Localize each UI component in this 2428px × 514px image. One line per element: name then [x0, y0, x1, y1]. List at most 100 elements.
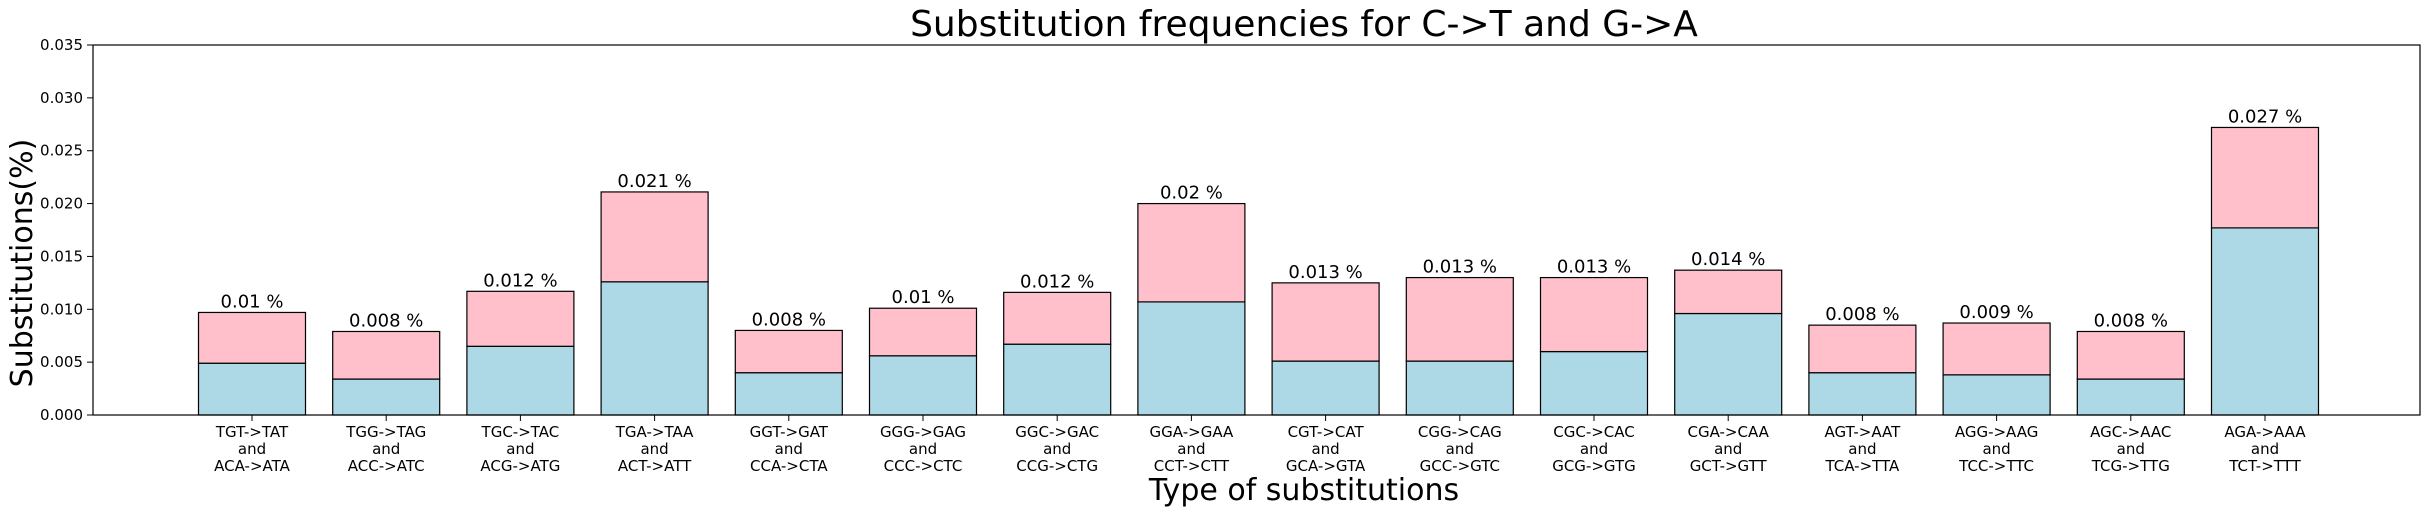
x-tick-label: and [1311, 440, 1339, 458]
bar-segment-series-2 [2210, 126, 2320, 229]
y-axis-ticks: 0.000 0.005 0.010 0.015 0.020 0.025 0.030 0.035 [40, 36, 93, 424]
x-tick-label: TGG->TAG [345, 423, 426, 441]
bar-segment-series-1 [1405, 360, 1514, 416]
x-axis-ticks: TGT->TATandACA->ATATGG->TAGandACC->ATCTG… [214, 415, 2306, 475]
y-tick-label: 0.005 [40, 353, 83, 371]
bar-segment-series-2 [1137, 202, 1246, 303]
x-tick-label: TCC->TTC [1958, 457, 2034, 475]
x-tick-label: ACG->ATG [480, 457, 560, 475]
bar-data-label: 0.021 % [617, 171, 691, 192]
bar-segment-series-1 [2076, 378, 2185, 416]
x-tick-label: CGC->CAC [1553, 423, 1635, 441]
x-tick-label: CGT->CAT [1288, 423, 1365, 441]
x-tick-label: ACT->ATT [618, 457, 692, 475]
x-tick-label: and [506, 440, 534, 458]
bar-segment-series-2 [1539, 276, 1649, 353]
y-axis-label: Substitutions(%) [5, 139, 40, 388]
y-tick-label: 0.030 [40, 89, 83, 107]
x-tick-label: and [1982, 440, 2010, 458]
x-tick-label: and [1848, 440, 1876, 458]
bar-segment-series-2 [1405, 276, 1514, 362]
bar-segment-series-2 [868, 307, 978, 357]
x-tick-label: AGC->AAC [2090, 423, 2171, 441]
bar-data-label: 0.012 % [1020, 271, 1094, 292]
bar-segment-series-1 [868, 355, 978, 416]
x-tick-label: and [909, 440, 937, 458]
x-tick-label: and [372, 440, 400, 458]
y-tick-label: 0.000 [40, 406, 83, 424]
bar-data-label: 0.013 % [1288, 262, 1362, 283]
bar-data-label: 0.013 % [1423, 257, 1497, 278]
bar-data-label: 0.02 % [1160, 183, 1223, 204]
bar-segment-series-2 [466, 290, 575, 347]
x-tick-label: and [2251, 440, 2279, 458]
bar-data-label: 0.01 % [892, 287, 955, 308]
bar-segment-series-1 [1271, 360, 1380, 416]
bar-segment-series-1 [197, 362, 307, 416]
y-tick-label: 0.035 [40, 36, 83, 54]
x-tick-label: GCT->GTT [1690, 457, 1768, 475]
x-tick-label: CCA->CTA [750, 457, 828, 475]
bar-segment-series-2 [1808, 324, 1917, 374]
x-axis-label: Type of substitutions [1148, 473, 1459, 508]
x-tick-label: and [640, 440, 668, 458]
bars-group [197, 126, 2320, 416]
x-tick-label: and [1580, 440, 1608, 458]
bar-segment-series-1 [466, 345, 575, 416]
x-tick-label: TGT->TAT [215, 423, 289, 441]
x-tick-label: and [1043, 440, 1071, 458]
x-tick-label: CCG->CTG [1016, 457, 1098, 475]
chart-title: Substitution frequencies for C->T and G-… [910, 4, 1698, 45]
bar-segment-series-1 [1137, 301, 1246, 416]
bar-data-label: 0.009 % [1959, 302, 2033, 323]
x-tick-label: CGG->CAG [1418, 423, 1502, 441]
x-tick-label: GCA->GTA [1286, 457, 1366, 475]
bar-segment-series-1 [734, 372, 843, 416]
x-tick-label: TCA->TTA [1824, 457, 1900, 475]
bar-segment-series-1 [332, 378, 441, 416]
x-tick-label: GCG->GTG [1552, 457, 1636, 475]
x-tick-label: GGA->GAA [1150, 423, 1234, 441]
x-tick-label: GGT->GAT [750, 423, 829, 441]
x-tick-label: AGA->AAA [2224, 423, 2306, 441]
bar-data-label: 0.013 % [1557, 257, 1631, 278]
bar-segment-series-2 [600, 191, 709, 283]
x-tick-label: TCT->TTT [2228, 457, 2301, 475]
bar-segment-series-2 [2076, 330, 2185, 380]
bar-data-label: 0.027 % [2228, 106, 2302, 127]
plot-frame [92, 44, 2421, 416]
x-tick-label: AGG->AAG [1955, 423, 2039, 441]
x-tick-label: TGC->TAC [481, 423, 560, 441]
bar-segment-series-1 [1003, 343, 1112, 416]
x-tick-label: and [1446, 440, 1474, 458]
x-tick-label: and [1177, 440, 1205, 458]
x-tick-label: CCC->CTC [884, 457, 963, 475]
x-tick-label: TGA->TAA [615, 423, 694, 441]
bar-data-label: 0.014 % [1691, 249, 1765, 270]
data-labels-group: 0.01 % 0.008 % 0.012 % 0.021 % 0.008 % 0.01 %… [221, 106, 2303, 331]
x-tick-label: ACC->ATC [348, 457, 425, 475]
y-tick-label: 0.015 [40, 247, 83, 265]
x-tick-label: and [775, 440, 803, 458]
bar-segment-series-2 [1271, 282, 1380, 362]
x-tick-label: and [2117, 440, 2145, 458]
bar-segment-series-1 [1539, 350, 1649, 416]
x-tick-label: GCC->GTC [1420, 457, 1500, 475]
bar-data-label: 0.008 % [752, 309, 826, 330]
bar-segment-series-1 [1674, 312, 1783, 416]
x-tick-label: TCG->TTG [2091, 457, 2170, 475]
x-tick-label: CCT->CTT [1154, 457, 1230, 475]
bar-segment-series-2 [1942, 322, 2051, 376]
y-tick-label: 0.025 [40, 142, 83, 160]
bar-data-label: 0.008 % [349, 310, 423, 331]
bar-segment-series-1 [1808, 372, 1917, 416]
bar-data-label: 0.008 % [2094, 310, 2168, 331]
bar-segment-series-1 [600, 281, 709, 416]
bar-segment-series-2 [332, 330, 441, 380]
y-tick-label: 0.010 [40, 300, 83, 318]
x-tick-label: ACA->ATA [214, 457, 290, 475]
bar-segment-series-2 [734, 329, 843, 374]
y-tick-label: 0.020 [40, 195, 83, 213]
x-tick-label: CGA->CAA [1687, 423, 1769, 441]
bar-segment-series-2 [1003, 291, 1112, 345]
